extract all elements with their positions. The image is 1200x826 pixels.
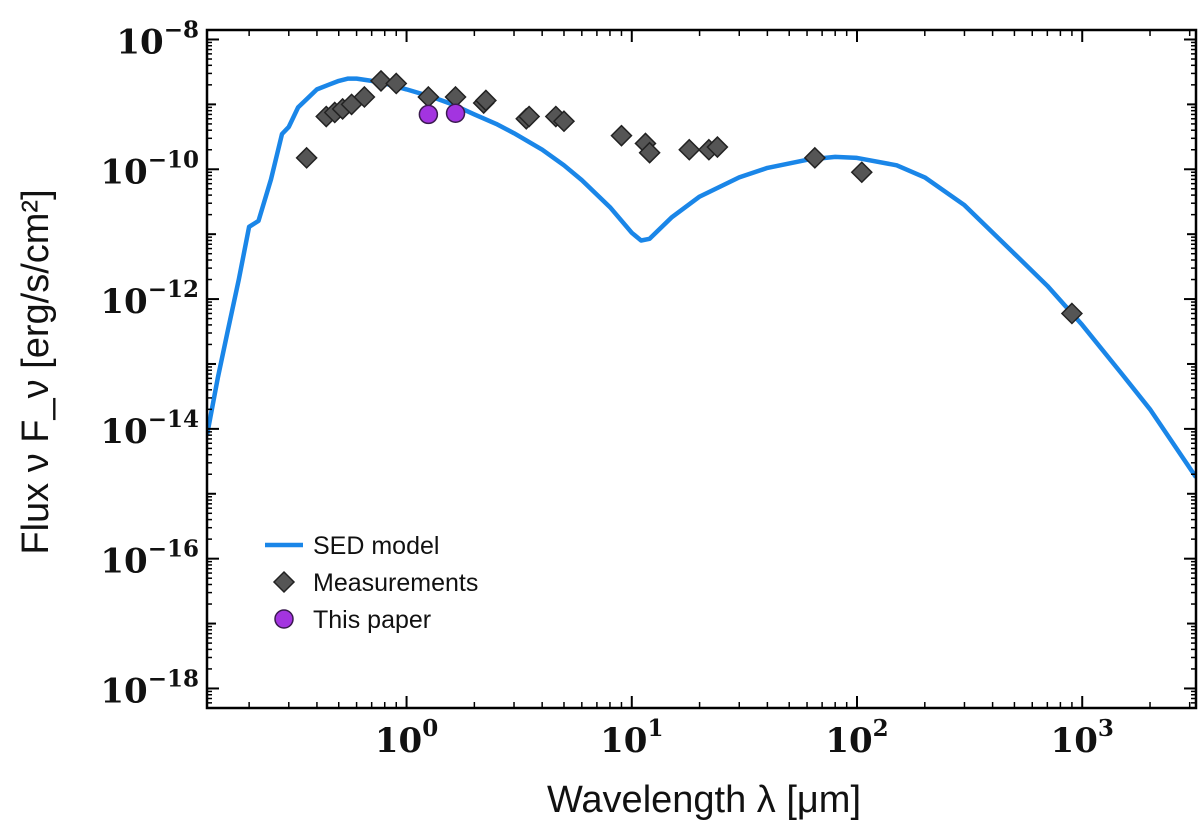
- measurement-point: [610, 124, 633, 147]
- ticks: [207, 30, 1196, 709]
- this-paper-point: [418, 104, 439, 125]
- measurement-point: [474, 89, 497, 112]
- legend-label: Measurements: [313, 569, 478, 597]
- measurement-point: [385, 72, 408, 95]
- measurement-point: [803, 146, 826, 169]
- x-tick-label: 101: [600, 715, 663, 761]
- y-tick-label: 10−16: [100, 536, 199, 582]
- measurement-point: [850, 161, 873, 184]
- measurement-point: [417, 85, 440, 109]
- measurement-point: [552, 110, 576, 133]
- x-tick-label: 102: [825, 715, 888, 761]
- y-tick-label: 10−8: [116, 16, 199, 62]
- measurement-point: [295, 146, 318, 169]
- legend-label: This paper: [313, 606, 431, 634]
- tick-labels: 100 101 102 103 10−8 10−10 10−12 10−14 10−16 10−1…: [100, 16, 1114, 761]
- measurement-point: [638, 141, 661, 164]
- x-tick-label: 103: [1051, 715, 1114, 761]
- legend-label: SED model: [313, 532, 439, 560]
- legend: SED model Measurements This paper: [265, 532, 478, 634]
- axes-frame: [205, 28, 1198, 710]
- measurement-point: [706, 135, 729, 159]
- x-tick-label: 100: [375, 715, 438, 761]
- plot-frame: [205, 28, 1198, 710]
- y-tick-label: 10−10: [100, 146, 199, 192]
- legend-diamond-swatch: [272, 570, 296, 594]
- legend-circle-swatch: [274, 609, 294, 629]
- measurement-point: [369, 69, 393, 92]
- sed-model-line: [207, 76, 1196, 479]
- y-tick-label: 10−18: [100, 665, 199, 711]
- measurement-point: [518, 105, 541, 128]
- measurement-point: [1060, 302, 1083, 325]
- plot-content: [207, 69, 1196, 479]
- y-tick-label: 10−12: [100, 276, 199, 322]
- this-paper-point: [445, 103, 466, 124]
- y-tick-label: 10−14: [100, 406, 199, 452]
- measurement-point: [353, 85, 376, 109]
- y-axis-label: Flux ν F_ν [erg/s/cm²]: [15, 189, 57, 554]
- x-axis-label: Wavelength λ [μm]: [547, 779, 861, 821]
- measurement-point: [678, 138, 701, 161]
